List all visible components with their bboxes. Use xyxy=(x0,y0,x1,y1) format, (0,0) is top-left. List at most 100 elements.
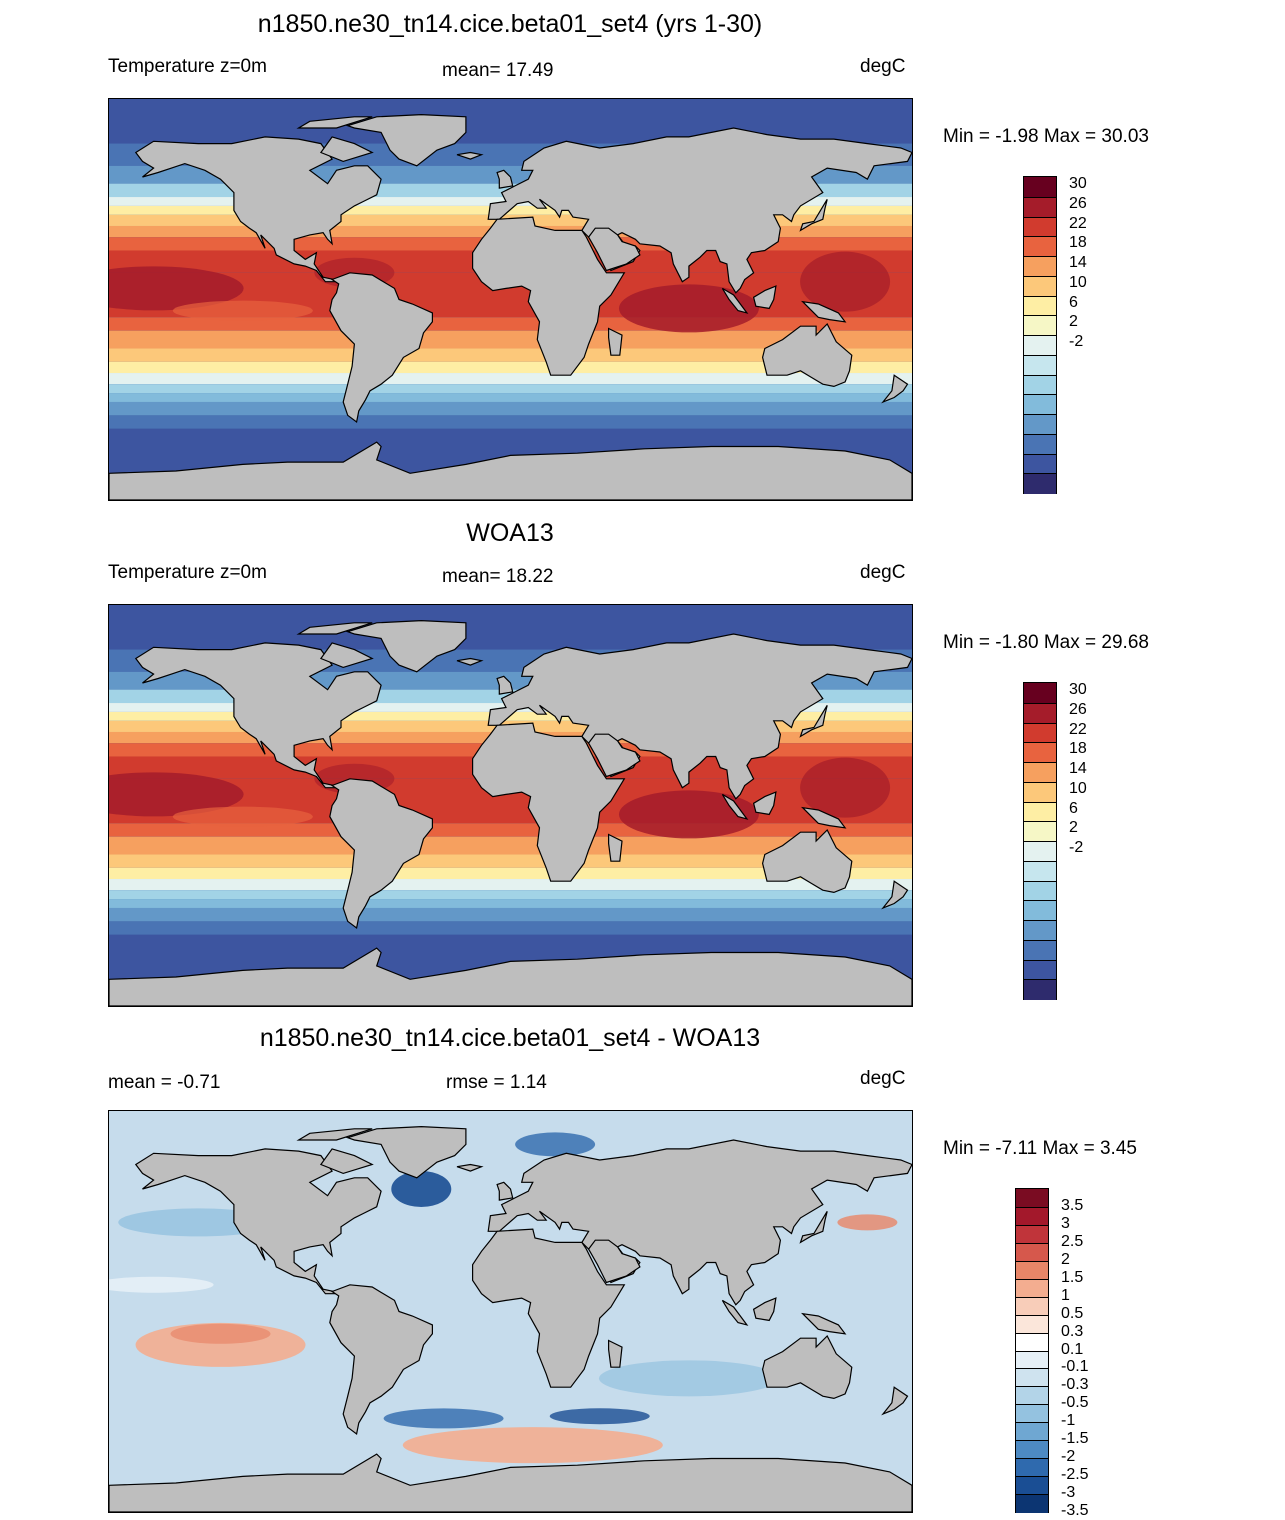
colorbar-swatch xyxy=(1016,1350,1048,1370)
panel-difference: n1850.ne30_tn14.cice.beta01_set4 - WOA13… xyxy=(0,1010,1285,1519)
panel-left-label: Temperature z=0m xyxy=(108,56,267,77)
panel-units-label: degC xyxy=(860,1068,906,1089)
colorbar-swatch xyxy=(1016,1242,1048,1262)
colorbar-swatch xyxy=(1024,939,1056,961)
colorbar-tick-label: 0.3 xyxy=(1061,1322,1084,1340)
map-plot xyxy=(108,604,913,1007)
landmass-borneo xyxy=(752,1297,777,1322)
panel-title: n1850.ne30_tn14.cice.beta01_set4 - WOA13 xyxy=(259,1024,761,1052)
landmass-eurasia xyxy=(487,127,912,294)
map-plot xyxy=(108,98,913,501)
colorbar-tick-label: 2 xyxy=(1069,819,1078,837)
landmass-greenland xyxy=(345,113,467,167)
landmass-africa xyxy=(472,1228,626,1388)
colorbar-tick-label: -2 xyxy=(1069,839,1084,856)
colorbar-swatch xyxy=(1024,414,1056,435)
landmass-africa xyxy=(472,722,626,882)
colorbar-swatch xyxy=(1024,880,1056,902)
panel-title: WOA13 xyxy=(466,519,554,547)
landmass-northAmerica xyxy=(134,1148,382,1295)
landmass-antarctica xyxy=(109,441,912,500)
panel-left-label: Temperature z=0m xyxy=(108,562,267,583)
colorbar-swatch xyxy=(1016,1458,1048,1478)
landmass-baffin xyxy=(319,136,374,163)
colorbar-tick-label: 30 xyxy=(1069,175,1087,192)
panel-mean-label: mean= 18.22 xyxy=(442,566,554,587)
landmass-nz xyxy=(881,1386,909,1416)
landmass-arabia xyxy=(587,1239,641,1284)
landmass-iceland xyxy=(456,1163,484,1172)
colorbar-swatch xyxy=(1024,216,1056,238)
colorbar-swatch xyxy=(1016,1314,1048,1334)
landmass-iceland xyxy=(456,151,484,160)
colorbar-tick-label: 2 xyxy=(1061,1250,1070,1268)
landmass-eurasia xyxy=(487,633,912,800)
landmass-antarctica xyxy=(109,947,912,1006)
colorbar-swatch xyxy=(1016,1494,1048,1513)
colorbar-tick-label: 6 xyxy=(1069,293,1078,311)
colorbar-tick-label: 1 xyxy=(1061,1286,1070,1304)
panel-units-label: degC xyxy=(860,562,906,583)
colorbar-tick-label: 14 xyxy=(1069,760,1087,777)
landmass-sumatra xyxy=(721,287,749,314)
landmass-northAmerica xyxy=(134,136,382,283)
colorbar-tick-label: -2.5 xyxy=(1061,1466,1089,1484)
landmass-greenland xyxy=(345,619,467,673)
panel-units-label: degC xyxy=(860,56,906,77)
landmass-southAmerica xyxy=(329,778,433,930)
landmass-japan xyxy=(799,1210,828,1244)
colorbar-swatch xyxy=(1024,900,1056,921)
colorbar-swatch xyxy=(1016,1368,1048,1388)
panel-rmse-label: rmse = 1.14 xyxy=(446,1072,547,1093)
min-max-label: Min = -1.80 Max = 29.68 xyxy=(943,632,1149,653)
colorbar-swatch xyxy=(1024,742,1056,763)
panel-mean-label: mean= 17.49 xyxy=(442,60,554,81)
colorbar-swatch xyxy=(1016,1224,1048,1244)
colorbar-tick-label: 2.5 xyxy=(1061,1232,1084,1250)
colorbar-swatch xyxy=(1024,781,1056,803)
landmass-ellesmere xyxy=(296,116,373,129)
colorbar-tick-label: -0.5 xyxy=(1061,1394,1089,1412)
landmass-southAmerica xyxy=(329,1284,433,1436)
landmass-nz xyxy=(881,374,909,404)
colorbar-swatch xyxy=(1016,1422,1048,1442)
colorbar-swatch xyxy=(1016,1332,1048,1352)
landmass-madagascar xyxy=(608,327,623,356)
colorbar-tick-label: -0.3 xyxy=(1061,1376,1089,1394)
landmass-ellesmere xyxy=(296,622,373,635)
min-max-label: Min = -1.98 Max = 30.03 xyxy=(943,126,1149,147)
colorbar-swatch xyxy=(1024,683,1056,703)
colorbar-tick-label: 26 xyxy=(1069,700,1087,718)
colorbar-swatch xyxy=(1016,1440,1048,1460)
colorbar-swatch xyxy=(1024,433,1056,455)
panel-observed: WOA13 Temperature z=0m mean= 18.22 degC … xyxy=(0,505,1285,1010)
colorbar-swatch xyxy=(1024,841,1056,862)
colorbar-swatch xyxy=(1016,1206,1048,1226)
landmass-baffin xyxy=(319,1148,374,1175)
landmass-uk xyxy=(496,675,514,695)
landmass-baffin xyxy=(319,642,374,669)
landmass-nz xyxy=(881,880,909,910)
colorbar-swatch xyxy=(1024,959,1056,981)
landmass-madagascar xyxy=(608,833,623,862)
landmass-arabia xyxy=(587,227,641,272)
colorbar-swatch xyxy=(1016,1278,1048,1298)
colorbar-tick-label: 3 xyxy=(1061,1214,1070,1232)
panel-title: n1850.ne30_tn14.cice.beta01_set4 (yrs 1-… xyxy=(257,10,763,38)
colorbar-tick-label: -2 xyxy=(1069,333,1084,350)
colorbar-swatch xyxy=(1024,354,1056,376)
landmass-madagascar xyxy=(608,1339,623,1368)
colorbar-swatch xyxy=(1024,702,1056,724)
colorbar-swatch xyxy=(1024,295,1056,317)
landmass-japan xyxy=(799,198,828,232)
colorbar-swatch xyxy=(1024,920,1056,941)
landmass-sumatra xyxy=(721,1299,749,1326)
colorbar-swatch xyxy=(1016,1386,1048,1406)
landmass-newGuinea xyxy=(800,1312,847,1335)
colorbar-swatch xyxy=(1024,374,1056,396)
landmass-arabia xyxy=(587,733,641,778)
landmass-ellesmere xyxy=(296,1128,373,1141)
colorbar-tick-label: 30 xyxy=(1069,681,1087,698)
landmass-antarctica xyxy=(109,1453,912,1512)
colorbar-tick-label: 22 xyxy=(1069,214,1087,232)
